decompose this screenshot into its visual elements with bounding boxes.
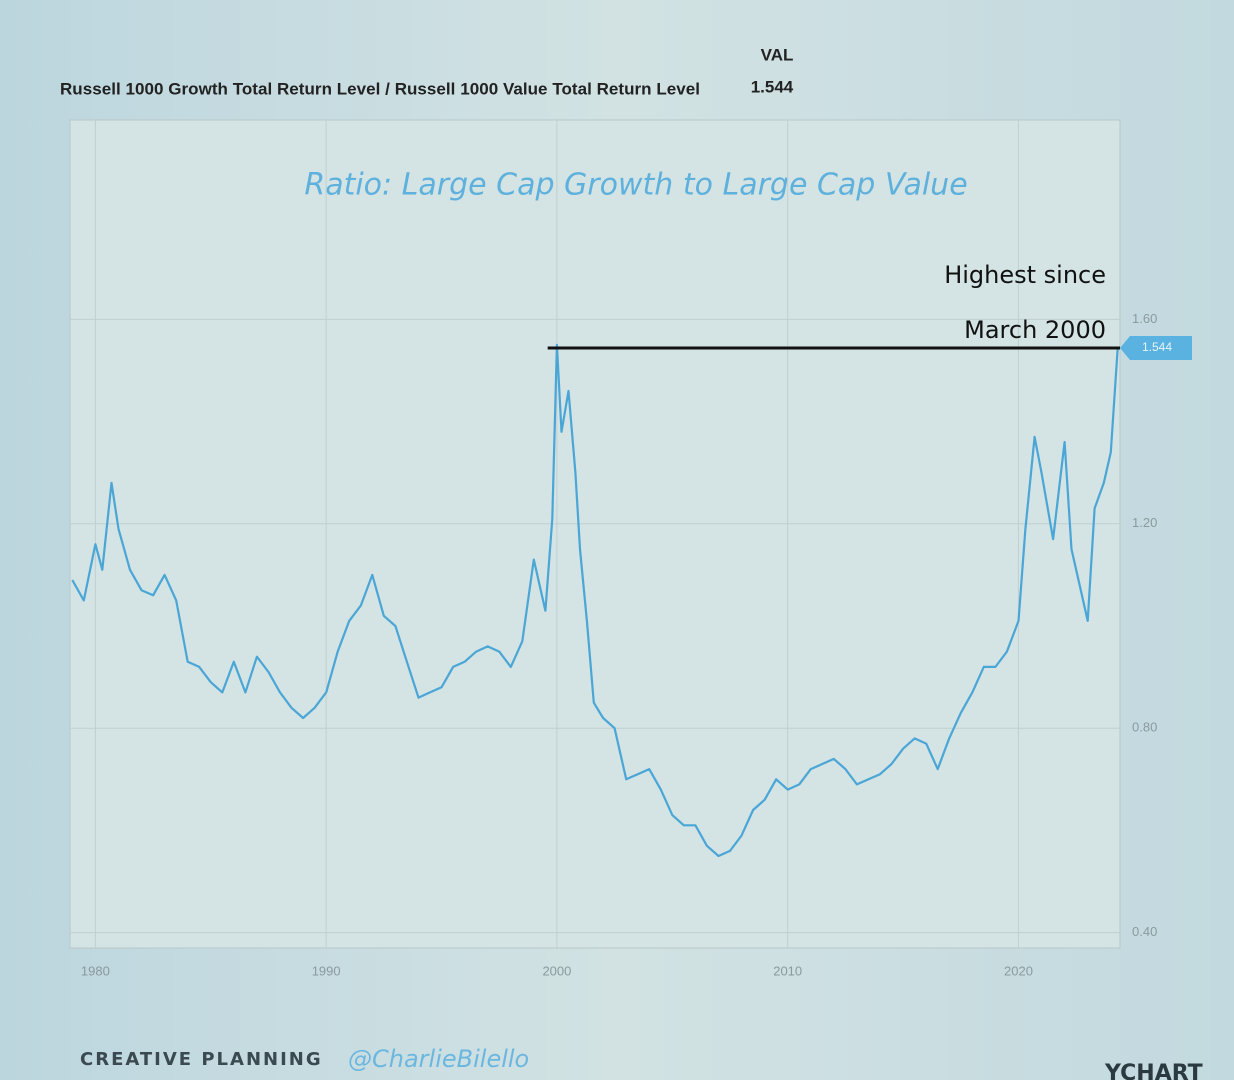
handle: @CharlieBilello	[348, 1045, 529, 1073]
y-tick-label: 1.60	[1132, 311, 1157, 326]
y-tick-label: 0.40	[1132, 924, 1157, 939]
current-value: 1.544	[751, 77, 794, 96]
chart-title: Ratio: Large Cap Growth to Large Cap Val…	[304, 168, 967, 203]
data-line	[71, 343, 1119, 858]
value-badge-label: 1.544	[1142, 340, 1172, 354]
y-tick-label: 0.80	[1132, 720, 1157, 735]
plot-area	[69, 119, 1121, 949]
source: YCHART	[1104, 1061, 1203, 1080]
y-tick-label: 1.20	[1132, 515, 1157, 530]
value-badge	[1120, 335, 1192, 360]
x-tick-label: 2000	[542, 963, 571, 978]
value-heading: VAL	[761, 45, 794, 64]
series-label: Russell 1000 Growth Total Return Level /…	[60, 79, 700, 98]
annotation: March 2000	[964, 316, 1106, 344]
x-tick-label: 2020	[1004, 963, 1033, 978]
annotation: Highest since	[944, 261, 1106, 289]
x-tick-label: 1980	[81, 963, 110, 978]
brand: CREATIVE PLANNING	[80, 1049, 323, 1070]
x-tick-label: 2010	[773, 963, 802, 978]
x-tick-label: 1990	[312, 963, 341, 978]
